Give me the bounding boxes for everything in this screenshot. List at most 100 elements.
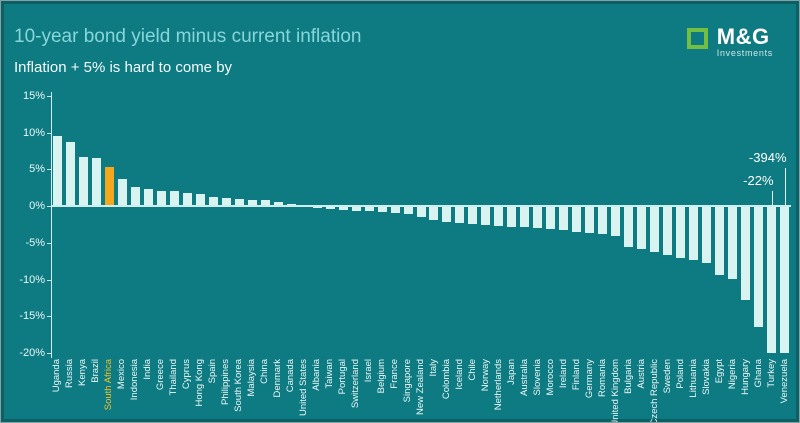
x-axis-label: Hong Kong — [194, 359, 206, 407]
y-tick-label: 5% — [29, 163, 45, 176]
x-axis-label: Uganda — [51, 359, 63, 393]
bar — [325, 206, 335, 210]
x-axis-label: United States — [298, 359, 310, 417]
bar — [468, 206, 478, 225]
bar — [442, 206, 452, 223]
bar — [455, 206, 465, 224]
x-axis-label: Mexico — [116, 359, 128, 390]
bar — [52, 135, 62, 207]
y-tick-label: 15% — [22, 90, 45, 102]
annotation-label: -394% — [748, 150, 787, 165]
bar — [403, 206, 413, 215]
x-axis-label: Canada — [285, 359, 297, 393]
bar — [533, 206, 543, 229]
chart-subtitle: Inflation + 5% is hard to come by — [14, 59, 233, 76]
x-axis-label: Malaysia — [246, 359, 258, 397]
x-axis-label: Italy — [427, 359, 439, 377]
bar — [143, 188, 153, 207]
bar — [494, 206, 504, 226]
y-tick-mark — [47, 242, 51, 244]
y-tick-label: -20% — [19, 347, 45, 359]
x-axis-label: Slovakia — [700, 359, 712, 395]
x-axis-label: Finland — [570, 359, 582, 391]
x-axis-label: Bulgaria — [622, 359, 634, 394]
x-axis-label: Norway — [479, 359, 491, 392]
x-axis-label: Belgium — [376, 359, 388, 394]
x-axis-label: Russia — [64, 359, 76, 389]
x-axis-label: Japan — [505, 359, 517, 385]
x-axis-label: Ireland — [557, 359, 569, 389]
x-axis-label: South Korea — [233, 359, 245, 412]
bar — [650, 206, 660, 253]
y-tick-label: -10% — [19, 273, 45, 286]
bar — [754, 206, 764, 327]
bar — [65, 142, 75, 207]
bar — [377, 206, 387, 212]
x-axis-label: Singapore — [402, 359, 414, 403]
bar — [156, 190, 166, 207]
bar — [260, 200, 270, 207]
bar — [624, 206, 634, 248]
x-axis-label: Morocco — [544, 359, 556, 396]
bar — [182, 192, 192, 207]
bar — [416, 206, 426, 218]
bar — [767, 206, 777, 353]
x-axis-label: Egypt — [713, 359, 725, 384]
x-axis-label: Portugal — [337, 359, 349, 395]
x-axis-label: South Africa — [103, 359, 115, 411]
bar — [546, 206, 556, 229]
bar — [689, 206, 699, 261]
annotation-leader-line — [771, 191, 773, 206]
y-tick-mark — [47, 279, 51, 281]
mg-logo: M&G Investments — [686, 24, 773, 58]
bar — [286, 203, 296, 207]
bar — [585, 206, 595, 233]
x-axis-label: Iceland — [453, 359, 465, 390]
mg-logo-subtext: Investments — [716, 48, 773, 58]
x-axis-label: India — [142, 359, 154, 380]
bar — [715, 206, 725, 276]
bar — [598, 206, 608, 235]
x-axis-label: Slovenia — [531, 359, 543, 396]
bar — [637, 206, 647, 249]
mg-logo-name: M&G — [716, 24, 770, 49]
bar — [663, 206, 673, 256]
bar — [741, 206, 751, 301]
x-axis-label: Taiwan — [324, 359, 336, 389]
y-tick-mark — [47, 353, 51, 354]
bar — [572, 206, 582, 232]
x-axis-label: Brazil — [90, 359, 102, 383]
bar — [208, 196, 218, 207]
x-axis-label: France — [389, 359, 401, 389]
x-axis-label: New Zealand — [415, 359, 426, 415]
y-tick-mark — [47, 132, 51, 134]
x-axis-label: Cyprus — [181, 359, 193, 390]
bar — [702, 206, 712, 263]
bar — [169, 191, 179, 207]
bar — [195, 194, 205, 207]
x-axis-label: Indonesia — [129, 359, 141, 401]
annotation-label: -22% — [743, 173, 774, 188]
x-axis-label: Romania — [596, 359, 608, 398]
bar — [104, 167, 114, 207]
bar — [221, 198, 231, 207]
y-tick-mark — [47, 96, 51, 97]
x-axis-label: Venezuela — [778, 359, 790, 404]
x-axis-label: Czech Republic — [648, 359, 660, 423]
y-tick-mark — [47, 316, 51, 318]
x-axis-label: Colombia — [440, 359, 452, 400]
annotation-leader-line — [784, 168, 786, 206]
x-axis-label: Switzerland — [350, 359, 362, 409]
bar — [728, 206, 738, 279]
y-tick-label: -5% — [25, 236, 45, 249]
y-tick-label: 0% — [29, 200, 45, 213]
x-axis-label: Sweden — [661, 359, 673, 394]
y-tick-label: -15% — [19, 310, 45, 323]
bar — [507, 206, 517, 227]
bar — [338, 206, 348, 210]
bar — [117, 178, 127, 207]
bar — [481, 206, 491, 226]
bar — [390, 206, 400, 213]
